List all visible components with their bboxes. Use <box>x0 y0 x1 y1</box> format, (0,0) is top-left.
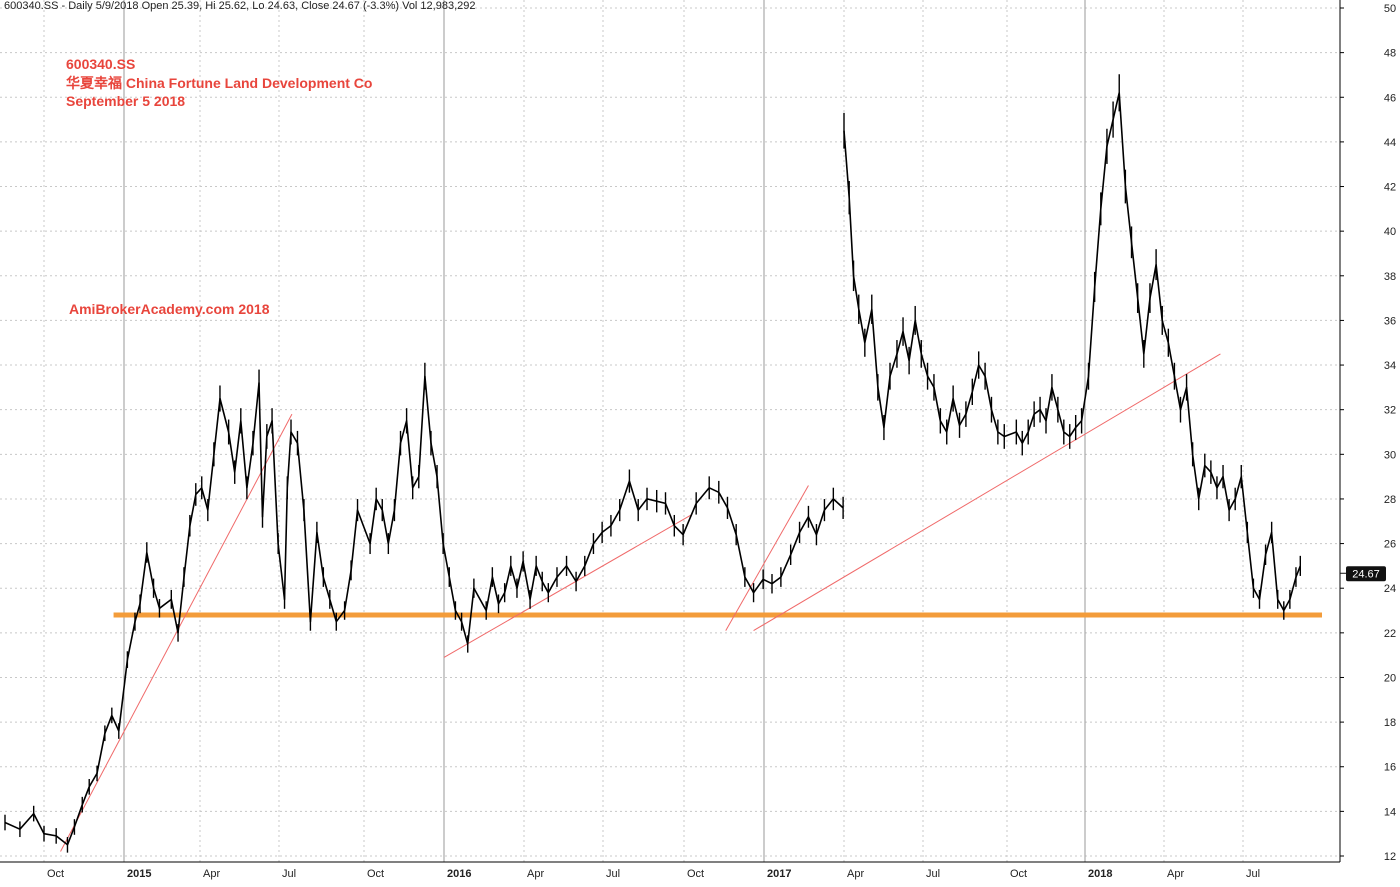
x-tick-label: Apr <box>203 868 220 880</box>
x-tick-label: Apr <box>527 868 544 880</box>
chart-header-info: 600340.SS - Daily 5/9/2018 Open 25.39, H… <box>4 0 476 12</box>
trend-line <box>443 514 693 658</box>
y-tick-label: 46 <box>1384 92 1396 104</box>
x-tick-label: 2015 <box>127 868 151 880</box>
y-tick-label: 16 <box>1384 762 1396 774</box>
x-tick-label: Apr <box>847 868 864 880</box>
trend-line <box>725 485 809 631</box>
y-tick-label: 50 <box>1384 3 1396 15</box>
x-tick-label: 2016 <box>447 868 471 880</box>
y-tick-label: 34 <box>1384 360 1396 372</box>
last-price-label: 24.67 <box>1352 568 1380 580</box>
x-tick-label: Oct <box>47 868 64 880</box>
y-tick-label: 40 <box>1384 226 1396 238</box>
trend-layer <box>60 353 1221 852</box>
x-tick-label: Oct <box>367 868 384 880</box>
y-tick-label: 26 <box>1384 539 1396 551</box>
last-price-badge <box>1346 566 1386 582</box>
y-tick-label: 24 <box>1384 583 1396 595</box>
y-tick-label: 38 <box>1384 271 1396 283</box>
x-tick-label: 2017 <box>767 868 791 880</box>
y-tick-label: 42 <box>1384 182 1396 194</box>
y-tick-label: 22 <box>1384 628 1396 640</box>
price-series-line <box>843 92 1302 612</box>
watermark-annotation: AmiBrokerAcademy.com 2018 <box>69 301 270 317</box>
x-tick-label: Jul <box>282 868 296 880</box>
y-tick-label: 12 <box>1384 851 1396 863</box>
date-annotation: September 5 2018 <box>66 93 186 109</box>
y-tick-label: 36 <box>1384 315 1396 327</box>
y-tick-label: 14 <box>1384 806 1396 818</box>
x-tick-label: Jul <box>1246 868 1260 880</box>
y-tick-label: 20 <box>1384 672 1396 684</box>
gridlines <box>0 0 1340 862</box>
price-series-line <box>4 375 844 846</box>
y-tick-label: 18 <box>1384 717 1396 729</box>
y-tick-label: 32 <box>1384 405 1396 417</box>
x-tick-label: Jul <box>606 868 620 880</box>
trend-line <box>60 413 293 852</box>
last-price-layer: 24.67 <box>1340 566 1386 582</box>
x-tick-label: 2018 <box>1088 868 1112 880</box>
ticker-annotation: 600340.SS <box>66 56 136 72</box>
company-annotation: 华夏幸福 China Fortune Land Development Co <box>66 75 373 91</box>
y-tick-label: 48 <box>1384 48 1396 60</box>
y-tick-label: 28 <box>1384 494 1396 506</box>
x-tick-label: Oct <box>687 868 704 880</box>
y-tick-label: 30 <box>1384 449 1396 461</box>
trend-line <box>753 353 1221 632</box>
x-tick-label: Apr <box>1167 868 1184 880</box>
x-tick-label: Jul <box>926 868 940 880</box>
y-tick-label: 44 <box>1384 137 1396 149</box>
price-layer <box>4 74 1302 853</box>
x-tick-label: Oct <box>1010 868 1027 880</box>
